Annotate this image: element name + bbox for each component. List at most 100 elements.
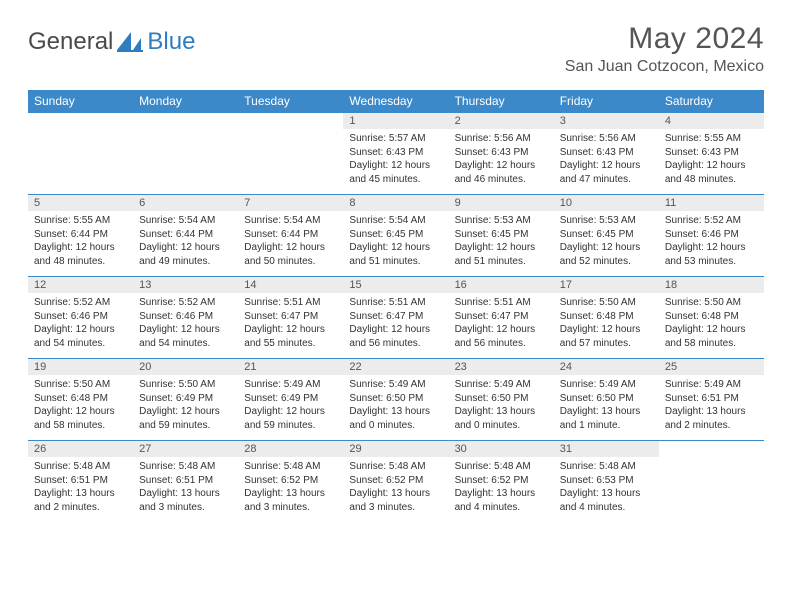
calendar-day-cell: 16Sunrise: 5:51 AMSunset: 6:47 PMDayligh… (449, 277, 554, 359)
sunset-text: Sunset: 6:48 PM (665, 310, 758, 324)
sunrise-text: Sunrise: 5:52 AM (665, 214, 758, 228)
sunrise-text: Sunrise: 5:53 AM (560, 214, 653, 228)
sunrise-text: Sunrise: 5:52 AM (34, 296, 127, 310)
sunset-text: Sunset: 6:44 PM (34, 228, 127, 242)
sunset-text: Sunset: 6:46 PM (34, 310, 127, 324)
sunset-text: Sunset: 6:45 PM (560, 228, 653, 242)
day-details: Sunrise: 5:53 AMSunset: 6:45 PMDaylight:… (449, 211, 554, 276)
sunset-text: Sunset: 6:47 PM (244, 310, 337, 324)
sunrise-text: Sunrise: 5:48 AM (560, 460, 653, 474)
day-number: 7 (238, 195, 343, 211)
sunset-text: Sunset: 6:48 PM (560, 310, 653, 324)
day-details: Sunrise: 5:55 AMSunset: 6:43 PMDaylight:… (659, 129, 764, 194)
day-details: Sunrise: 5:50 AMSunset: 6:48 PMDaylight:… (554, 293, 659, 358)
day-number: 11 (659, 195, 764, 211)
day-details: Sunrise: 5:52 AMSunset: 6:46 PMDaylight:… (28, 293, 133, 358)
daylight-text: Daylight: 12 hours and 58 minutes. (665, 323, 758, 350)
sunrise-text: Sunrise: 5:53 AM (455, 214, 548, 228)
calendar-day-cell: 23Sunrise: 5:49 AMSunset: 6:50 PMDayligh… (449, 359, 554, 441)
sunset-text: Sunset: 6:45 PM (455, 228, 548, 242)
daylight-text: Daylight: 12 hours and 48 minutes. (665, 159, 758, 186)
day-number: 20 (133, 359, 238, 375)
weekday-header: Saturday (659, 90, 764, 113)
day-details: Sunrise: 5:50 AMSunset: 6:49 PMDaylight:… (133, 375, 238, 440)
calendar-day-cell: 1Sunrise: 5:57 AMSunset: 6:43 PMDaylight… (343, 113, 448, 195)
sunrise-text: Sunrise: 5:49 AM (560, 378, 653, 392)
sunset-text: Sunset: 6:51 PM (665, 392, 758, 406)
day-number: 10 (554, 195, 659, 211)
calendar-week-row: 19Sunrise: 5:50 AMSunset: 6:48 PMDayligh… (28, 359, 764, 441)
day-number: 15 (343, 277, 448, 293)
daylight-text: Daylight: 13 hours and 4 minutes. (455, 487, 548, 514)
day-details: Sunrise: 5:48 AMSunset: 6:51 PMDaylight:… (133, 457, 238, 522)
weekday-header: Friday (554, 90, 659, 113)
calendar-day-cell: 10Sunrise: 5:53 AMSunset: 6:45 PMDayligh… (554, 195, 659, 277)
daylight-text: Daylight: 12 hours and 54 minutes. (34, 323, 127, 350)
sunrise-text: Sunrise: 5:54 AM (244, 214, 337, 228)
day-details: Sunrise: 5:52 AMSunset: 6:46 PMDaylight:… (659, 211, 764, 276)
sunset-text: Sunset: 6:50 PM (349, 392, 442, 406)
logo: General Blue (28, 22, 195, 56)
day-number: 25 (659, 359, 764, 375)
calendar-day-cell: 9Sunrise: 5:53 AMSunset: 6:45 PMDaylight… (449, 195, 554, 277)
day-number: 8 (343, 195, 448, 211)
sunset-text: Sunset: 6:49 PM (244, 392, 337, 406)
calendar-day-cell: 12Sunrise: 5:52 AMSunset: 6:46 PMDayligh… (28, 277, 133, 359)
day-number: 12 (28, 277, 133, 293)
sunset-text: Sunset: 6:47 PM (455, 310, 548, 324)
sunrise-text: Sunrise: 5:50 AM (665, 296, 758, 310)
day-number: 23 (449, 359, 554, 375)
daylight-text: Daylight: 13 hours and 3 minutes. (139, 487, 232, 514)
day-details: Sunrise: 5:51 AMSunset: 6:47 PMDaylight:… (343, 293, 448, 358)
day-details: Sunrise: 5:56 AMSunset: 6:43 PMDaylight:… (554, 129, 659, 194)
day-details: Sunrise: 5:54 AMSunset: 6:45 PMDaylight:… (343, 211, 448, 276)
day-number: 4 (659, 113, 764, 129)
sunrise-text: Sunrise: 5:48 AM (244, 460, 337, 474)
day-number: 13 (133, 277, 238, 293)
daylight-text: Daylight: 12 hours and 46 minutes. (455, 159, 548, 186)
day-details: Sunrise: 5:48 AMSunset: 6:52 PMDaylight:… (238, 457, 343, 522)
sunrise-text: Sunrise: 5:51 AM (244, 296, 337, 310)
calendar-day-cell: 24Sunrise: 5:49 AMSunset: 6:50 PMDayligh… (554, 359, 659, 441)
sunrise-text: Sunrise: 5:57 AM (349, 132, 442, 146)
day-details: Sunrise: 5:50 AMSunset: 6:48 PMDaylight:… (659, 293, 764, 358)
calendar-day-cell: .... (28, 113, 133, 195)
day-number: 24 (554, 359, 659, 375)
day-details: Sunrise: 5:49 AMSunset: 6:50 PMDaylight:… (554, 375, 659, 440)
daylight-text: Daylight: 13 hours and 2 minutes. (665, 405, 758, 432)
sunrise-text: Sunrise: 5:48 AM (455, 460, 548, 474)
calendar-day-cell: .... (238, 113, 343, 195)
day-details: Sunrise: 5:52 AMSunset: 6:46 PMDaylight:… (133, 293, 238, 358)
day-number: 2 (449, 113, 554, 129)
calendar-day-cell: 2Sunrise: 5:56 AMSunset: 6:43 PMDaylight… (449, 113, 554, 195)
calendar-day-cell: 4Sunrise: 5:55 AMSunset: 6:43 PMDaylight… (659, 113, 764, 195)
calendar-table: SundayMondayTuesdayWednesdayThursdayFrid… (28, 90, 764, 522)
weekday-header: Tuesday (238, 90, 343, 113)
sunrise-text: Sunrise: 5:54 AM (349, 214, 442, 228)
daylight-text: Daylight: 12 hours and 51 minutes. (455, 241, 548, 268)
sunrise-text: Sunrise: 5:50 AM (560, 296, 653, 310)
day-details: Sunrise: 5:48 AMSunset: 6:53 PMDaylight:… (554, 457, 659, 522)
daylight-text: Daylight: 12 hours and 56 minutes. (455, 323, 548, 350)
day-number: 18 (659, 277, 764, 293)
daylight-text: Daylight: 12 hours and 47 minutes. (560, 159, 653, 186)
logo-text-1: General (28, 28, 113, 56)
daylight-text: Daylight: 12 hours and 55 minutes. (244, 323, 337, 350)
daylight-text: Daylight: 12 hours and 57 minutes. (560, 323, 653, 350)
calendar-day-cell: 29Sunrise: 5:48 AMSunset: 6:52 PMDayligh… (343, 441, 448, 523)
sunrise-text: Sunrise: 5:55 AM (665, 132, 758, 146)
sunset-text: Sunset: 6:43 PM (560, 146, 653, 160)
day-number: 30 (449, 441, 554, 457)
weekday-header: Monday (133, 90, 238, 113)
sunrise-text: Sunrise: 5:49 AM (455, 378, 548, 392)
calendar-day-cell: 27Sunrise: 5:48 AMSunset: 6:51 PMDayligh… (133, 441, 238, 523)
calendar-day-cell: 30Sunrise: 5:48 AMSunset: 6:52 PMDayligh… (449, 441, 554, 523)
daylight-text: Daylight: 12 hours and 56 minutes. (349, 323, 442, 350)
daylight-text: Daylight: 13 hours and 0 minutes. (455, 405, 548, 432)
day-details: Sunrise: 5:48 AMSunset: 6:52 PMDaylight:… (343, 457, 448, 522)
calendar-day-cell: 3Sunrise: 5:56 AMSunset: 6:43 PMDaylight… (554, 113, 659, 195)
sunrise-text: Sunrise: 5:51 AM (349, 296, 442, 310)
daylight-text: Daylight: 12 hours and 50 minutes. (244, 241, 337, 268)
day-details: Sunrise: 5:48 AMSunset: 6:52 PMDaylight:… (449, 457, 554, 522)
day-details: Sunrise: 5:50 AMSunset: 6:48 PMDaylight:… (28, 375, 133, 440)
